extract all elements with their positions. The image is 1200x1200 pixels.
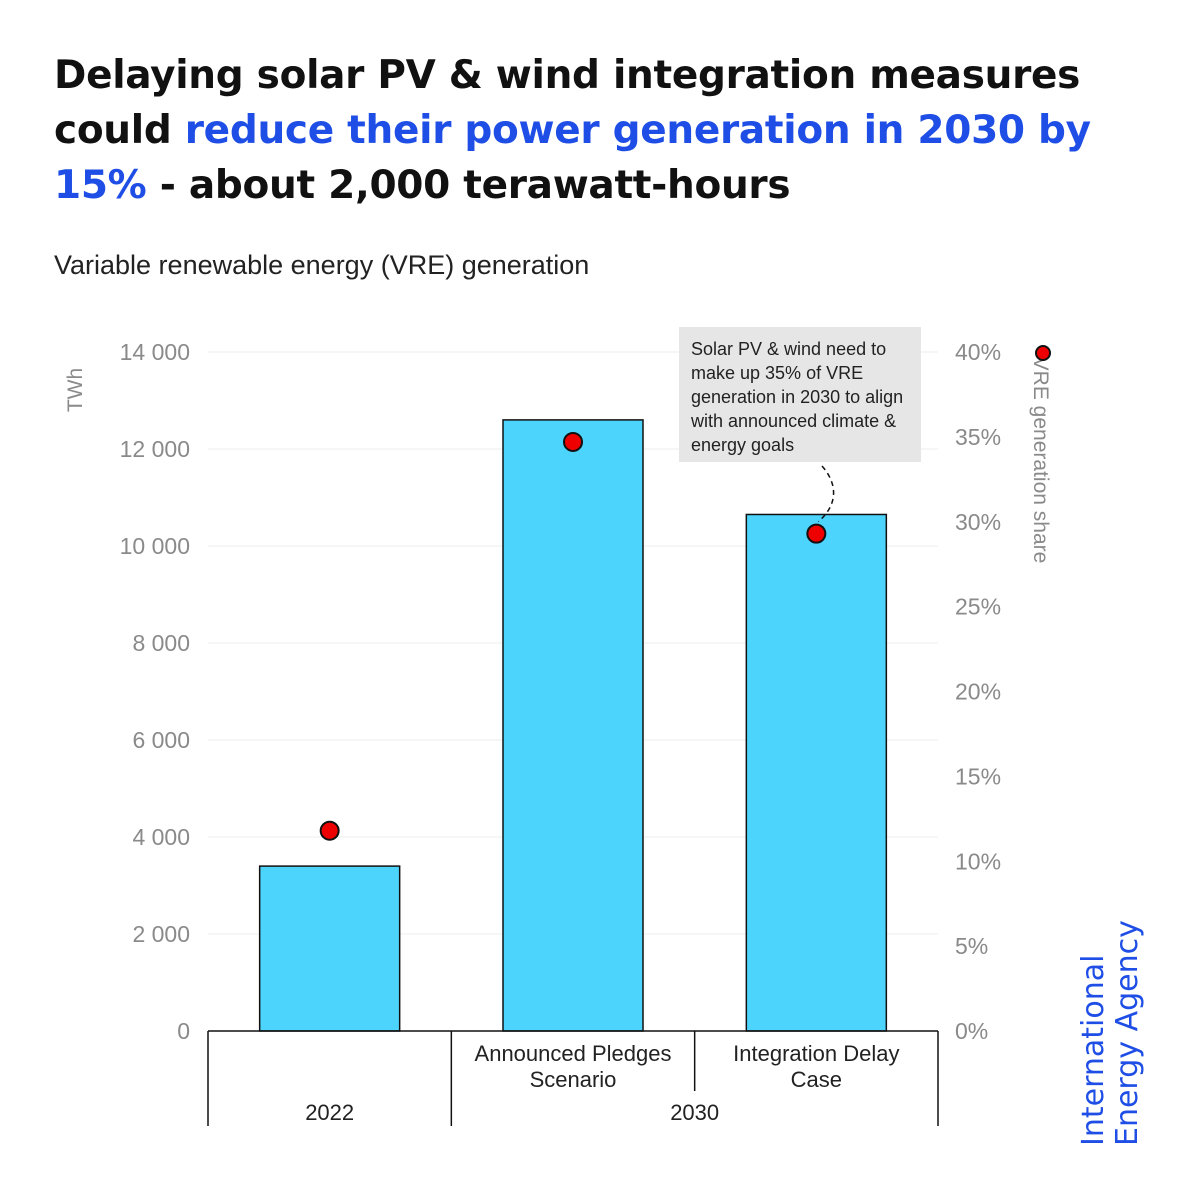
x-tick-label: Case: [791, 1067, 842, 1092]
logo-line2: Energy Agency: [1110, 920, 1145, 1146]
bar: [502, 419, 644, 1032]
bar: [745, 513, 888, 1032]
y-tick-label: 2 000: [132, 921, 190, 947]
headline-highlight: reduce their power generation in 2030 by…: [54, 108, 1091, 208]
annotation-box: Solar PV & wind need to make up 35% of V…: [679, 327, 921, 462]
headline-part1: Delaying solar PV & wind integration mea…: [54, 53, 1081, 153]
y-tick-label: 6 000: [132, 727, 190, 753]
share-dot: [319, 820, 340, 841]
x-tick-label: Announced Pledges: [475, 1041, 672, 1066]
legend-marker: [1035, 345, 1051, 361]
annotation-connector: [817, 465, 835, 523]
iea-logo: International Energy Agency: [1076, 920, 1145, 1146]
x-tick-label: Integration Delay: [733, 1041, 899, 1066]
y-tick-label: 10 000: [120, 533, 190, 559]
y2-tick-label: 5%: [955, 933, 988, 959]
logo-line1: International: [1076, 954, 1111, 1146]
share-dot: [563, 431, 583, 452]
headline-part2: - about 2,000 terawatt-hours: [146, 163, 791, 208]
x-group-label: 2030: [670, 1100, 719, 1125]
y2-tick-label: 15%: [955, 763, 1001, 789]
y-tick-label: 4 000: [132, 824, 190, 850]
y2-tick-label: 25%: [955, 594, 1001, 620]
y2-tick-label: 0%: [955, 1018, 988, 1044]
x-tick-label: Scenario: [530, 1067, 617, 1092]
y-tick-label: 0: [177, 1018, 190, 1044]
y2-tick-label: 10%: [955, 848, 1001, 874]
y-tick-label: 12 000: [120, 436, 190, 462]
y2-axis-title: VRE generation share: [1029, 357, 1052, 564]
y2-tick-label: 30%: [955, 509, 1001, 535]
y-tick-label: 14 000: [120, 339, 190, 365]
y-tick-label: 8 000: [132, 630, 190, 656]
y2-tick-label: 40%: [955, 339, 1001, 365]
y2-tick-label: 35%: [955, 424, 1001, 450]
bar: [258, 865, 401, 1032]
x-group-label: 2022: [305, 1100, 354, 1125]
chart-subtitle: Variable renewable energy (VRE) generati…: [54, 250, 590, 280]
share-dot: [806, 523, 827, 544]
headline: Delaying solar PV & wind integration mea…: [54, 48, 1154, 213]
y-axis-title: TWh: [64, 368, 87, 412]
y2-tick-label: 20%: [955, 679, 1001, 705]
